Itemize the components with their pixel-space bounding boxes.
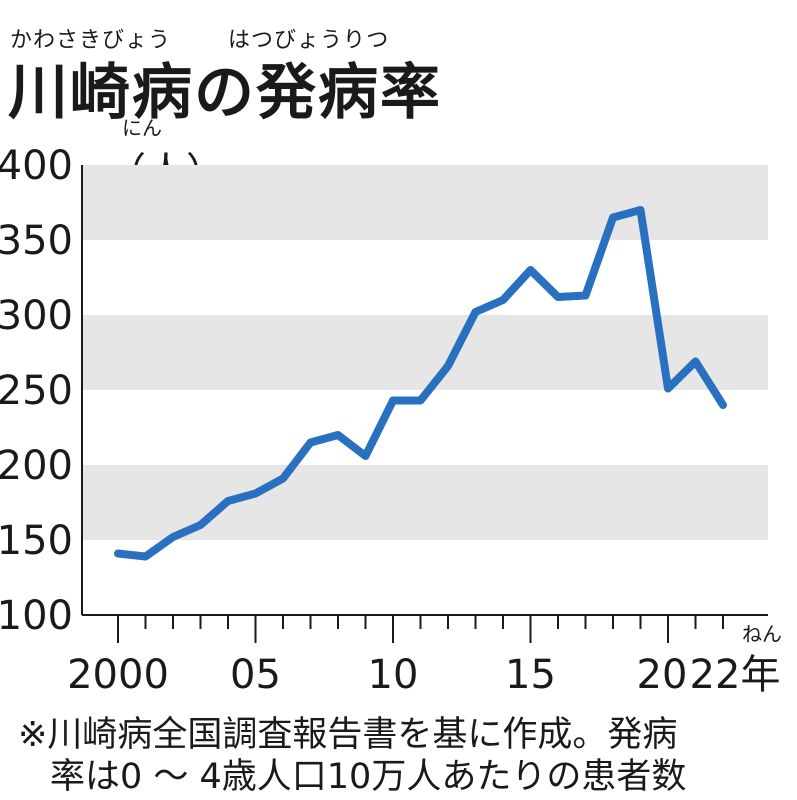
y-tick-label: 100 [0,593,73,639]
data-point [172,536,174,538]
data-point [557,296,559,298]
x-tick-label: 2000 [67,652,169,698]
y-tick-label: 200 [0,443,73,489]
data-point [475,311,476,313]
year-ruby: ねん [742,622,782,646]
data-point [227,500,229,502]
data-point [640,209,641,211]
source-note-line-1: ※川崎病全国調査報告書を基に作成。発病 [18,715,678,755]
title-ruby-kawasaki: かわさきびょう [10,28,172,53]
grid-band [82,165,768,240]
grid-bands [82,165,768,540]
data-point [117,553,119,554]
x-tick-label: 20 [637,652,688,698]
data-point [255,493,256,494]
data-point [722,404,724,406]
y-tick-label: 250 [0,368,73,414]
data-point [585,295,586,296]
title-ruby-hatsubyouritsu: はつびょうりつ [228,28,390,53]
x-tick-label: 10 [368,652,419,698]
y-tick-labels: 100 150 200 250 300 350 400 [0,143,73,639]
data-point [200,524,201,526]
x-tick-label: 15 [505,652,556,698]
grid-band [82,315,768,390]
x-tick-label: 05 [230,652,281,698]
data-point [612,217,614,218]
unit-ruby: にん [122,116,162,140]
data-point [145,556,146,557]
data-point [310,442,311,443]
data-point [420,400,421,401]
data-point [530,269,531,271]
x-tick-marks [117,615,724,643]
data-point [502,299,504,301]
data-point [695,361,696,362]
x-tick-labels: 2000 05 10 15 20 22年 [67,652,780,698]
data-point [282,478,284,479]
series [114,206,727,561]
axes [81,165,768,616]
data-point [667,388,669,389]
data-point [365,455,366,457]
chart-title: 川崎病の発病率 [8,58,442,128]
data-point [337,434,339,436]
data-point [392,400,394,401]
x-tick-label: 22年 [690,652,781,698]
y-tick-label: 400 [0,143,73,189]
y-tick-label: 300 [0,293,73,339]
source-note-line-2: 率は0 ～ 4歳人口10万人あたりの患者数 [50,757,687,797]
y-tick-label: 150 [0,518,73,564]
y-tick-label: 350 [0,218,73,264]
data-point [447,365,449,367]
